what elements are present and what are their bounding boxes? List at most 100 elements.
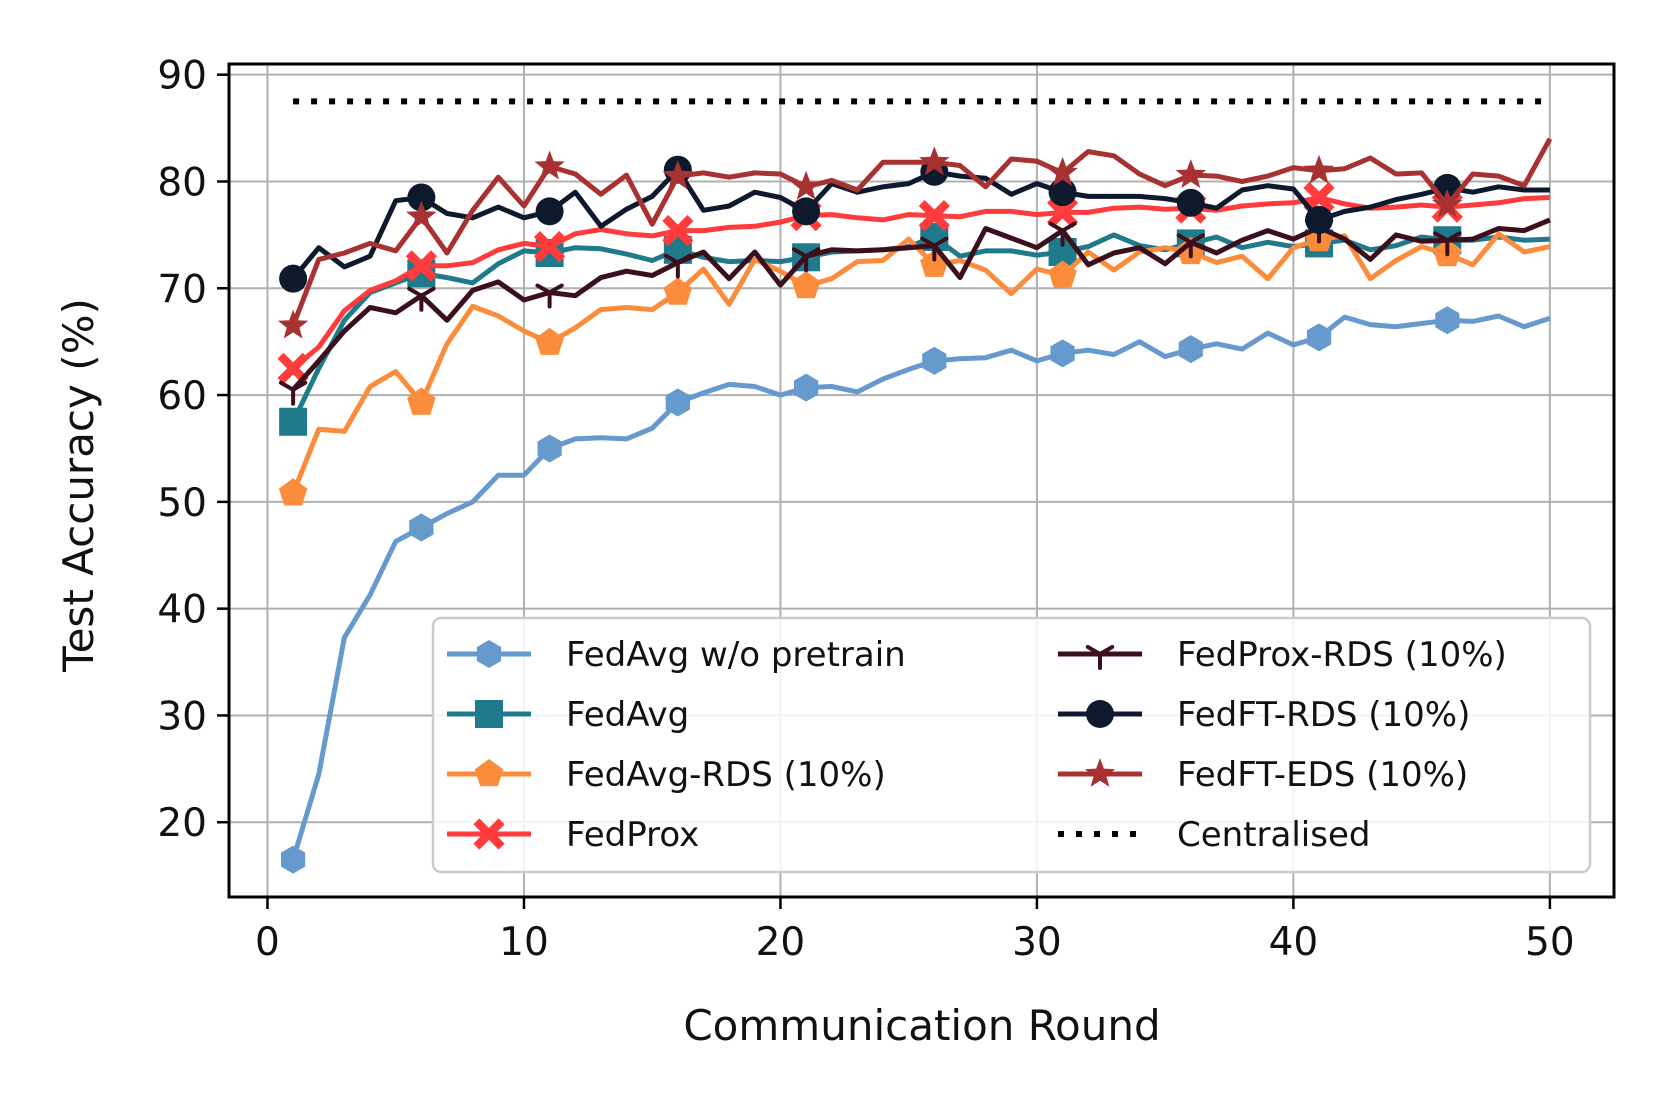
data-point-fedavg-rds-10: [407, 387, 436, 415]
series-lines: [277, 98, 1553, 874]
tri-marker-arm: [663, 253, 680, 265]
axis-ticks: 0 10 20 30 40 50 20 30 40 50 60 70 80 90: [157, 54, 1574, 965]
data-point-fedft-eds-10: [790, 170, 822, 200]
legend-item-fedavg: FedAvg: [447, 695, 689, 735]
data-point-fedprox-rds-10: [1433, 231, 1462, 257]
tri-marker-arm: [920, 236, 937, 248]
x-marker-stroke-b: [662, 215, 694, 247]
data-point-fedft-rds-10: [792, 197, 821, 226]
data-point-fedft-eds-10: [919, 146, 950, 176]
data-point-fedprox-rds-10: [663, 253, 693, 279]
x-marker-stroke-b: [534, 231, 566, 263]
y-tick-label: 20: [157, 801, 207, 846]
x-marker-stroke-b: [277, 352, 309, 384]
data-point-fedavg-w-o-pretrain: [1050, 339, 1075, 368]
data-point-fedft-eds-10: [406, 200, 437, 230]
tri-marker-arm: [278, 380, 296, 392]
legend-marker-fedprox-rds-10: [1085, 645, 1115, 670]
tri-marker-arm: [675, 253, 693, 265]
y-tick-label: 60: [157, 374, 207, 419]
x-tick-label: 20: [756, 920, 806, 965]
data-point-fedft-eds-10: [1303, 154, 1335, 184]
tri-marker-arm: [1433, 231, 1450, 243]
series-fedft-eds-10: [277, 137, 1553, 339]
tri-marker-arm: [291, 380, 308, 392]
legend-marker-fedavg: [475, 700, 503, 728]
series-line-fedft-eds-10: [290, 137, 1553, 327]
data-point-fedft-rds-10: [1176, 188, 1205, 217]
legend-marker-fedavg-rds-10: [474, 759, 504, 787]
series-line-fedavg-w-o-pretrain: [290, 313, 1551, 861]
legend-item-fedft-rds-10: FedFT-RDS (10%): [1058, 695, 1470, 735]
tri-marker-arm: [535, 283, 552, 295]
data-point-fedft-rds-10: [279, 264, 308, 293]
data-point-fedft-eds-10: [534, 150, 565, 180]
data-point-fedprox: [1303, 181, 1335, 214]
data-point-fedft-eds-10: [662, 160, 694, 190]
data-point-fedprox-rds-10: [1176, 233, 1205, 259]
data-point-fedft-rds-10: [1305, 205, 1334, 234]
x-marker-stroke-b: [1303, 181, 1335, 214]
x-marker-stroke-b: [918, 200, 950, 232]
tri-marker-arm: [1098, 645, 1115, 656]
data-point-fedprox-rds-10: [920, 236, 949, 262]
tri-marker-arm: [547, 283, 564, 295]
legend-marker-fedft-rds-10: [1086, 700, 1114, 728]
data-point-fedavg-rds-10: [535, 327, 564, 355]
legend-item-fedprox-rds-10: FedProx-RDS (10%): [1058, 635, 1507, 675]
tri-marker-arm: [1176, 233, 1193, 245]
legend-item-fedavg-rds-10: FedAvg-RDS (10%): [447, 755, 886, 795]
data-point-fedprox-rds-10: [407, 286, 436, 312]
series-line-fedprox-rds-10: [291, 217, 1551, 392]
data-point-fedavg-rds-10: [1048, 260, 1077, 288]
legend-frame: [431, 616, 1592, 874]
tri-marker-arm: [419, 286, 436, 298]
data-point-fedavg-w-o-pretrain: [1435, 306, 1460, 335]
y-tick-label: 30: [157, 694, 207, 739]
data-point-fedft-eds-10: [1047, 156, 1078, 186]
legend-label-fedavg: FedAvg: [566, 695, 689, 735]
x-marker-stroke-b: [405, 250, 437, 282]
x-tick-label: 10: [499, 920, 549, 965]
data-point-fedprox-rds-10: [535, 283, 564, 309]
x-tick-label: 40: [1269, 920, 1319, 965]
data-point-fedavg-w-o-pretrain: [1178, 335, 1203, 364]
legend-label-fedavg-rds-10: FedAvg-RDS (10%): [566, 755, 886, 795]
tri-marker-arm: [932, 236, 949, 248]
y-tick-label: 70: [157, 267, 207, 312]
x-tick-label: 0: [255, 920, 280, 965]
legend-item-fedprox: FedProx: [447, 815, 699, 855]
legend-marker-fedprox: [473, 818, 505, 850]
data-point-fedavg: [279, 407, 308, 436]
x-tick-label: 30: [1012, 920, 1062, 965]
tri-marker-arm: [1188, 233, 1205, 245]
legend-label-fedprox-rds-10: FedProx-RDS (10%): [1177, 635, 1507, 675]
data-point-fedavg-w-o-pretrain: [665, 388, 690, 417]
legend-item-fedavg-w-o-pretrain: FedAvg w/o pretrain: [447, 635, 906, 675]
y-tick-label: 80: [157, 160, 207, 205]
data-point-fedprox: [277, 352, 309, 384]
data-point-fedavg-w-o-pretrain: [922, 346, 947, 375]
y-tick-label: 50: [157, 481, 207, 526]
data-point-fedprox-rds-10: [278, 380, 308, 406]
tri-marker-arm: [1060, 221, 1077, 233]
x-marker-stroke-b: [473, 818, 505, 850]
y-tick-label: 90: [157, 54, 207, 99]
legend-label-centralised: Centralised: [1177, 815, 1370, 855]
data-point-fedft-rds-10: [535, 197, 564, 226]
data-point-fedavg-rds-10: [663, 277, 693, 305]
data-point-fedft-eds-10: [1432, 189, 1463, 218]
legend-marker-fedavg-w-o-pretrain: [476, 640, 502, 668]
tri-marker-arm: [791, 247, 809, 259]
data-point-fedprox-rds-10: [791, 247, 821, 273]
data-point-fedft-eds-10: [1175, 159, 1206, 188]
data-point-fedft-rds-10: [407, 183, 436, 212]
legend-label-fedft-eds-10: FedFT-EDS (10%): [1177, 755, 1468, 795]
tri-marker-arm: [804, 247, 821, 259]
x-tick-label: 50: [1525, 920, 1575, 965]
data-point-fedprox-rds-10: [1048, 221, 1077, 247]
tri-marker-arm: [407, 286, 424, 298]
tri-marker-arm: [1445, 231, 1462, 243]
data-point-fedavg-w-o-pretrain: [281, 845, 306, 874]
